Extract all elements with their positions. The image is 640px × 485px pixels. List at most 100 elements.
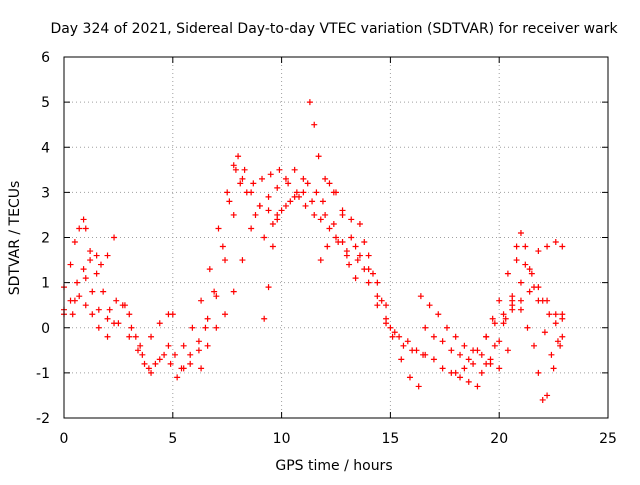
data-point bbox=[526, 288, 533, 295]
data-point bbox=[544, 392, 551, 399]
data-point bbox=[291, 193, 298, 200]
data-point bbox=[361, 239, 368, 246]
data-series-track-6 bbox=[198, 189, 566, 390]
data-series-track-12 bbox=[483, 243, 566, 340]
data-point bbox=[343, 252, 350, 259]
data-point bbox=[457, 351, 464, 358]
data-point bbox=[259, 175, 266, 182]
data-point bbox=[239, 257, 246, 264]
data-point bbox=[178, 365, 185, 372]
data-series-track-3 bbox=[61, 180, 427, 381]
data-point bbox=[256, 202, 263, 209]
data-point bbox=[324, 243, 331, 250]
data-point bbox=[248, 225, 255, 232]
data-point bbox=[211, 288, 218, 295]
data-point bbox=[378, 297, 385, 304]
data-point bbox=[237, 180, 244, 187]
data-point bbox=[404, 338, 411, 345]
y-axis-label: SDTVAR / TECUs bbox=[7, 181, 23, 296]
data-point bbox=[82, 302, 89, 309]
y-tick-label: -2 bbox=[36, 411, 50, 427]
data-point bbox=[443, 324, 450, 331]
data-point bbox=[517, 297, 524, 304]
data-point bbox=[230, 288, 237, 295]
data-point bbox=[333, 234, 339, 241]
data-point bbox=[339, 239, 346, 246]
data-point bbox=[483, 333, 490, 340]
data-point bbox=[354, 257, 361, 264]
data-series-track-4 bbox=[69, 99, 422, 390]
data-point bbox=[145, 365, 152, 372]
y-tick-label: 3 bbox=[41, 185, 50, 201]
data-point bbox=[132, 333, 139, 340]
data-point bbox=[352, 275, 359, 282]
data-point bbox=[406, 374, 413, 381]
data-point bbox=[502, 315, 509, 322]
data-point bbox=[224, 189, 231, 196]
data-point bbox=[557, 342, 564, 349]
data-point bbox=[293, 189, 300, 196]
data-point bbox=[265, 284, 272, 291]
data-point bbox=[452, 333, 459, 340]
data-point bbox=[309, 198, 316, 205]
axis-ticks: 0 5 10 15 20 25 -2 -1 0 1 2 3 4 5 6 bbox=[36, 50, 617, 447]
data-point bbox=[535, 369, 542, 376]
data-point bbox=[422, 351, 429, 358]
data-point bbox=[531, 284, 538, 291]
data-point bbox=[470, 360, 477, 367]
data-point bbox=[448, 347, 455, 354]
data-point bbox=[248, 189, 255, 196]
data-point bbox=[435, 311, 442, 318]
data-point bbox=[80, 266, 87, 273]
data-point bbox=[496, 365, 503, 372]
data-point bbox=[546, 311, 553, 318]
data-point bbox=[104, 315, 111, 322]
data-point bbox=[282, 175, 289, 182]
data-point bbox=[524, 324, 531, 331]
data-point bbox=[206, 266, 213, 273]
data-point bbox=[374, 302, 381, 309]
data-point bbox=[219, 243, 226, 250]
data-point bbox=[95, 306, 102, 313]
x-tick-label: 5 bbox=[168, 431, 177, 447]
data-point bbox=[128, 324, 135, 331]
data-point bbox=[89, 311, 96, 318]
data-points bbox=[61, 99, 566, 403]
data-point bbox=[213, 293, 220, 300]
data-point bbox=[76, 225, 83, 232]
data-point bbox=[311, 211, 318, 218]
data-point bbox=[526, 266, 533, 273]
data-point bbox=[241, 166, 248, 173]
plot-frame bbox=[63, 56, 609, 419]
data-point bbox=[269, 220, 276, 227]
data-point bbox=[500, 320, 507, 327]
data-point bbox=[531, 342, 538, 349]
data-point bbox=[167, 360, 174, 367]
data-point bbox=[422, 324, 429, 331]
data-point bbox=[74, 279, 81, 286]
data-point bbox=[261, 315, 268, 322]
data-point bbox=[174, 374, 181, 381]
data-point bbox=[126, 311, 133, 318]
data-series-track-9 bbox=[417, 229, 566, 372]
data-series-track-5 bbox=[180, 153, 390, 349]
data-point bbox=[250, 180, 257, 187]
data-point bbox=[315, 153, 322, 160]
data-point bbox=[528, 270, 535, 277]
data-point bbox=[517, 279, 524, 286]
data-series-track-7 bbox=[261, 211, 281, 322]
data-point bbox=[121, 302, 128, 309]
data-point bbox=[152, 360, 159, 367]
data-point bbox=[156, 356, 163, 363]
data-point bbox=[313, 189, 320, 196]
data-point bbox=[559, 333, 566, 340]
data-point bbox=[82, 275, 89, 282]
data-point bbox=[356, 252, 363, 259]
data-point bbox=[439, 365, 446, 372]
data-point bbox=[504, 270, 511, 277]
data-point bbox=[276, 166, 283, 173]
data-point bbox=[213, 324, 220, 331]
x-tick-label: 15 bbox=[381, 431, 399, 447]
data-point bbox=[261, 234, 268, 241]
data-point bbox=[509, 306, 516, 313]
